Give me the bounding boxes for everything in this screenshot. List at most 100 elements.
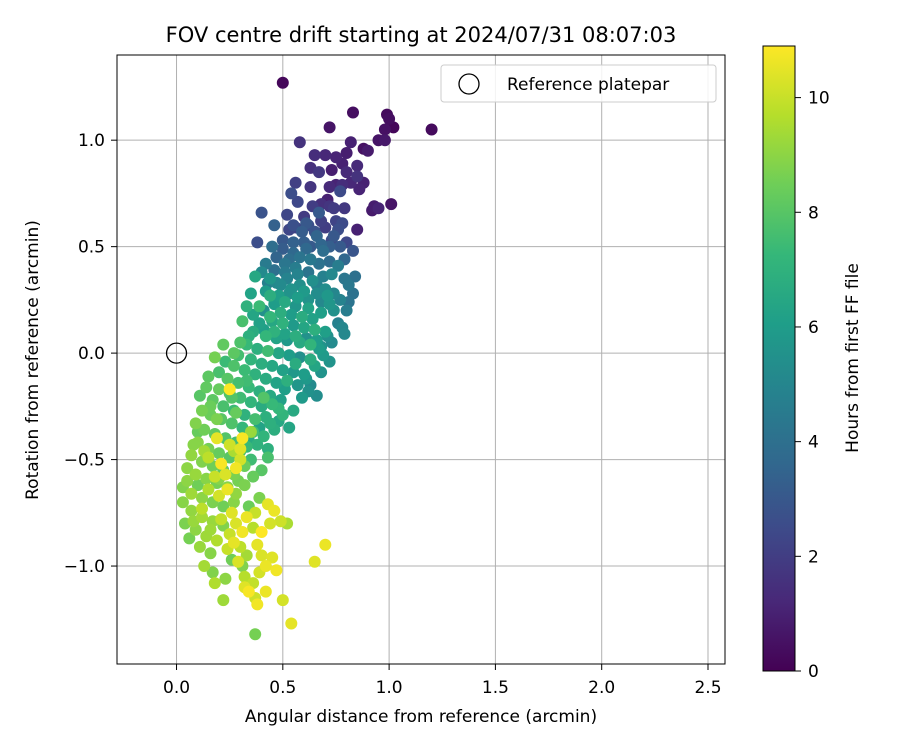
data-point xyxy=(351,159,364,172)
colorbar-tick-label: 0 xyxy=(808,662,819,682)
data-point xyxy=(215,513,228,526)
data-point xyxy=(251,538,264,551)
colorbar-label: Hours from first FF file xyxy=(843,263,863,453)
legend-entry-label: Reference platepar xyxy=(507,75,669,95)
data-point xyxy=(253,317,266,330)
data-point xyxy=(215,457,228,470)
data-point xyxy=(257,430,270,443)
data-point xyxy=(183,532,196,545)
data-point xyxy=(225,417,238,430)
data-point xyxy=(244,287,257,300)
data-point xyxy=(236,315,249,328)
colorbar: 0 2 4 6 8 10 Hours from first FF file xyxy=(762,45,863,682)
data-point xyxy=(283,349,296,362)
data-point xyxy=(257,391,270,404)
y-axis-label: Rotation from reference (arcmin) xyxy=(23,220,43,500)
x-tick-label: 2.0 xyxy=(588,678,615,698)
colorbar-frame xyxy=(762,45,796,672)
data-point xyxy=(210,534,223,547)
data-point xyxy=(264,289,277,302)
data-point xyxy=(308,323,321,336)
data-point xyxy=(210,432,223,445)
data-point xyxy=(287,236,300,249)
data-point xyxy=(213,366,225,379)
data-point xyxy=(259,372,272,385)
data-point xyxy=(296,225,308,238)
data-point xyxy=(253,491,266,504)
data-point xyxy=(234,336,247,349)
data-point xyxy=(185,487,198,500)
y-axis-ticks: −1.0 −0.5 0.0 0.5 1.0 xyxy=(64,131,117,577)
x-axis-ticks: 0.0 0.5 1.0 1.5 2.0 2.5 xyxy=(163,664,722,698)
data-point xyxy=(304,353,317,366)
data-point xyxy=(351,170,364,183)
data-point xyxy=(308,555,321,568)
data-point xyxy=(317,244,330,257)
data-point xyxy=(334,240,347,253)
data-point xyxy=(240,549,253,562)
data-point xyxy=(189,468,202,481)
data-point xyxy=(281,374,294,387)
data-point xyxy=(208,577,221,590)
data-point xyxy=(238,479,251,492)
data-point xyxy=(340,304,353,317)
data-point xyxy=(281,208,294,221)
data-point xyxy=(181,462,194,475)
data-point xyxy=(298,368,311,381)
data-point xyxy=(230,462,242,475)
data-point xyxy=(227,536,240,549)
data-point xyxy=(287,404,300,417)
data-point xyxy=(221,483,234,496)
data-point xyxy=(293,251,306,264)
data-point xyxy=(278,257,291,270)
data-point xyxy=(289,330,302,343)
x-axis-label: Angular distance from reference (arcmin) xyxy=(245,707,597,727)
data-point xyxy=(236,432,249,445)
x-tick-label: 1.5 xyxy=(482,678,509,698)
data-point xyxy=(202,451,215,464)
legend-marker-icon xyxy=(458,73,480,95)
data-point xyxy=(306,313,319,325)
data-point xyxy=(347,106,359,119)
data-point xyxy=(283,421,296,434)
data-point xyxy=(276,364,289,377)
data-point xyxy=(198,560,211,572)
data-point xyxy=(198,423,211,436)
data-point xyxy=(274,515,287,528)
data-point xyxy=(313,206,325,219)
data-point xyxy=(342,279,355,291)
data-point xyxy=(291,291,304,304)
data-point xyxy=(185,449,198,462)
data-point xyxy=(306,274,319,287)
data-point xyxy=(189,417,202,430)
data-point xyxy=(268,504,281,517)
y-tick-label: −1.0 xyxy=(64,557,105,577)
data-point xyxy=(285,617,298,630)
data-point xyxy=(334,185,347,198)
data-point xyxy=(285,187,298,200)
data-point xyxy=(213,489,225,502)
data-point xyxy=(385,198,398,211)
data-point xyxy=(223,383,236,396)
data-point xyxy=(304,338,317,351)
data-point xyxy=(319,325,332,338)
data-point xyxy=(210,413,223,426)
data-point xyxy=(287,319,300,332)
data-point xyxy=(251,598,264,611)
data-point xyxy=(251,438,264,451)
data-point xyxy=(253,300,266,313)
data-point xyxy=(353,183,366,196)
data-point xyxy=(223,438,236,451)
data-point xyxy=(251,236,264,249)
plot-frame xyxy=(116,54,726,665)
data-point xyxy=(191,479,204,492)
data-point xyxy=(276,594,289,607)
data-point xyxy=(208,470,221,483)
data-point xyxy=(330,151,342,164)
data-point xyxy=(338,327,351,340)
data-point xyxy=(349,270,362,283)
colorbar-tick-label: 2 xyxy=(808,547,819,567)
data-point xyxy=(289,357,302,370)
data-point xyxy=(202,370,215,383)
y-tick-label: −0.5 xyxy=(64,451,105,471)
